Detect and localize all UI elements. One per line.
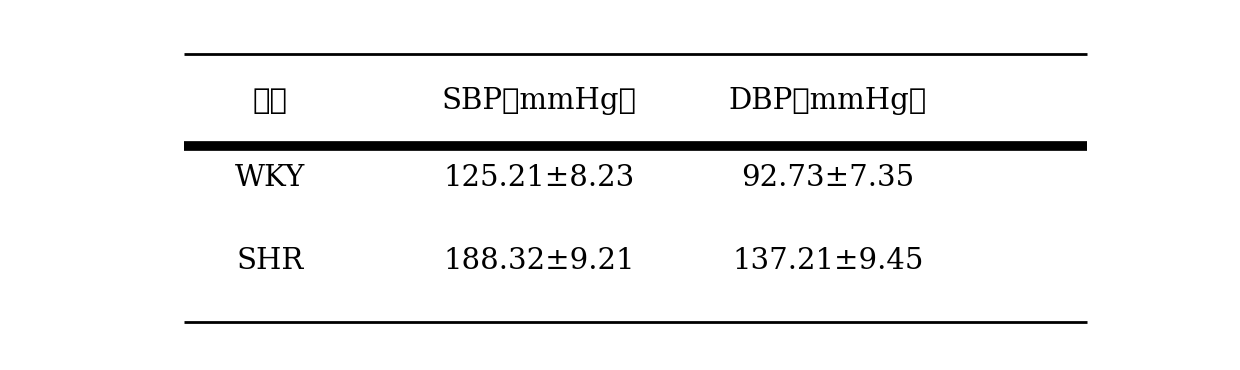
Text: 92.73±7.35: 92.73±7.35 (742, 164, 914, 192)
Text: 125.21±8.23: 125.21±8.23 (444, 164, 635, 192)
Text: WKY: WKY (236, 164, 305, 192)
Text: SBP（mmHg）: SBP（mmHg） (441, 87, 637, 115)
Text: SHR: SHR (237, 247, 304, 275)
Text: 分组: 分组 (253, 87, 288, 115)
Text: DBP（mmHg）: DBP（mmHg） (729, 87, 926, 115)
Text: 137.21±9.45: 137.21±9.45 (732, 247, 924, 275)
Text: 188.32±9.21: 188.32±9.21 (444, 247, 635, 275)
